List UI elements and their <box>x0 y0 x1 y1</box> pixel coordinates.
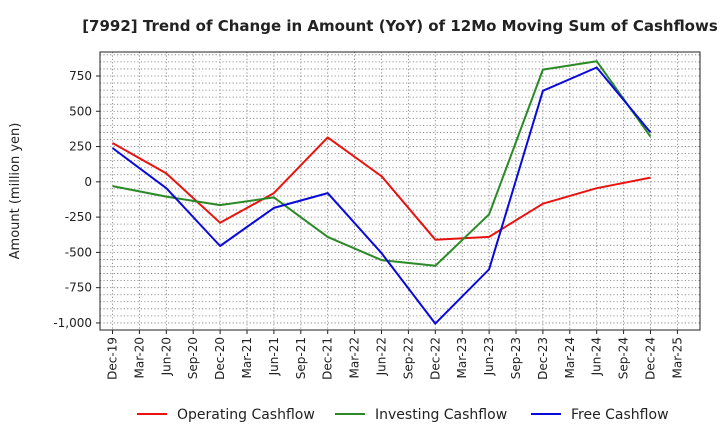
x-tick-label: Jun-23 <box>482 337 496 376</box>
y-tick-label: -750 <box>65 281 92 295</box>
x-tick-label: Dec-21 <box>321 337 335 380</box>
x-tick-label: Sep-24 <box>617 337 631 379</box>
y-tick-label: 250 <box>69 140 92 154</box>
y-tick-label: -1,000 <box>53 316 92 330</box>
x-tick-label: Sep-23 <box>509 337 523 379</box>
chart-title: [7992] Trend of Change in Amount (YoY) o… <box>82 17 718 35</box>
x-ticks: Dec-19 Mar-20 Jun-20 Sep-20 Dec-20 Mar-21 Jun-… <box>106 330 684 380</box>
grid <box>100 52 700 330</box>
x-tick-label: Jun-21 <box>267 337 281 376</box>
legend-label-free-cashflow: Free Cashflow <box>571 407 669 423</box>
y-tick-label: 750 <box>69 69 92 83</box>
x-tick-label: Jun-24 <box>590 337 604 376</box>
y-tick-label: -500 <box>65 245 92 259</box>
x-tick-label: Mar-24 <box>563 337 577 378</box>
x-tick-label: Dec-23 <box>536 337 550 380</box>
x-tick-label: Jun-20 <box>159 337 173 376</box>
series-line-investing-cashflow <box>112 60 652 267</box>
series-line-operating-cashflow <box>112 136 651 241</box>
x-tick-label: Dec-24 <box>644 337 658 380</box>
legend: Operating Cashflow Investing Cashflow Free… <box>137 407 669 423</box>
x-tick-label: Sep-21 <box>294 337 308 379</box>
y-tick-label: 0 <box>84 175 92 189</box>
x-tick-label: Dec-20 <box>213 337 227 380</box>
y-tick-label: 500 <box>69 104 92 118</box>
x-tick-label: Mar-25 <box>670 337 684 378</box>
plot-frame <box>99 51 701 331</box>
x-tick-label: Mar-22 <box>348 337 362 378</box>
y-axis-label: Amount (million yen) <box>8 123 23 260</box>
series-layer <box>111 60 652 325</box>
y-tick-label: -250 <box>65 210 92 224</box>
y-ticks: -1,000 -750 -500 -250 0 250 500 750 <box>53 69 100 330</box>
x-tick-label: Sep-20 <box>186 337 200 379</box>
x-tick-label: Dec-22 <box>428 337 442 380</box>
legend-label-operating-cashflow: Operating Cashflow <box>177 407 315 423</box>
x-tick-label: Sep-22 <box>401 337 415 379</box>
series-line-free-cashflow <box>111 66 652 325</box>
legend-label-investing-cashflow: Investing Cashflow <box>375 407 507 423</box>
x-tick-label: Mar-21 <box>240 337 254 378</box>
x-tick-label: Jun-22 <box>375 337 389 376</box>
x-tick-label: Mar-20 <box>132 337 146 378</box>
x-tick-label: Mar-23 <box>455 337 469 378</box>
x-tick-label: Dec-19 <box>106 337 120 380</box>
